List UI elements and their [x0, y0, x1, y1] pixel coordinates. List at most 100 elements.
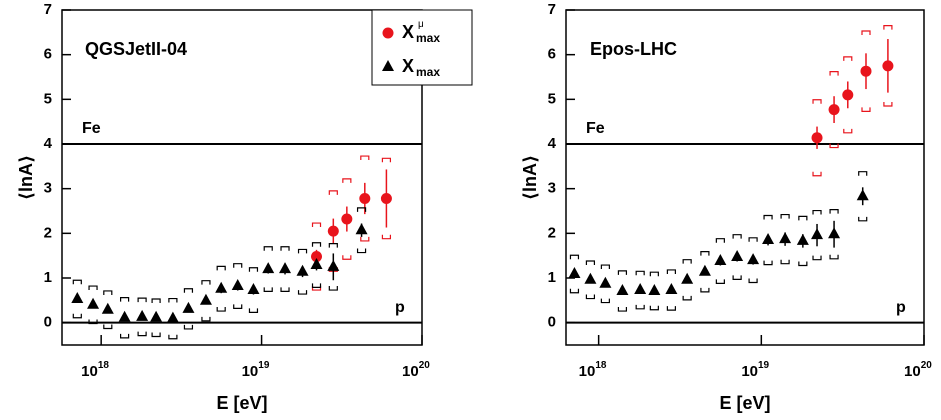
marker — [71, 291, 84, 303]
marker — [327, 225, 339, 237]
marker — [860, 65, 872, 77]
y-tick-label: 0 — [548, 314, 556, 331]
y-tick-label: 6 — [548, 46, 556, 63]
tick-exponent: 19 — [258, 360, 270, 371]
legend-name: X — [402, 22, 414, 42]
sys-bracket — [682, 259, 692, 301]
marker — [681, 272, 694, 284]
panel-label: QGSJetII-04 — [85, 39, 187, 59]
marker — [828, 104, 840, 116]
sys-bracket — [311, 242, 322, 288]
legend-marker — [382, 27, 394, 39]
sys-bracket — [103, 290, 113, 330]
sys-bracket — [569, 254, 580, 294]
sys-bracket — [600, 264, 610, 304]
marker — [310, 258, 323, 270]
sys-bracket — [88, 285, 98, 325]
marker — [616, 283, 629, 295]
sys-bracket — [798, 215, 808, 267]
reference-label: Fe — [82, 120, 101, 137]
sys-bracket — [732, 234, 742, 280]
legend-sup: μ — [418, 19, 424, 30]
marker — [327, 259, 340, 271]
sys-bracket — [763, 214, 773, 266]
x-tick-label: 1020 — [402, 360, 430, 380]
sys-bracket — [356, 207, 367, 254]
y-tick-label: 1 — [548, 269, 556, 286]
marker — [856, 189, 869, 201]
sys-bracket — [812, 209, 822, 261]
sys-bracket — [700, 251, 710, 293]
sys-bracket — [72, 279, 82, 319]
marker — [341, 213, 353, 225]
marker — [648, 283, 661, 295]
y-tick-label: 4 — [44, 135, 53, 152]
marker — [380, 192, 392, 204]
marker — [747, 253, 760, 265]
y-axis-label: ⟨lnA⟩ — [16, 155, 36, 200]
sys-bracket — [585, 260, 596, 300]
sys-bracket — [812, 99, 822, 177]
marker — [231, 279, 244, 291]
marker — [842, 89, 854, 101]
y-tick-label: 6 — [44, 46, 52, 63]
sys-bracket — [829, 209, 839, 260]
reference-label: p — [896, 299, 906, 316]
legend-sub: max — [416, 31, 440, 45]
sys-bracket — [263, 246, 273, 292]
y-tick-label: 3 — [548, 180, 556, 197]
y-tick-label: 1 — [44, 269, 52, 286]
panel-label: Epos-LHC — [590, 39, 677, 59]
sys-bracket — [635, 270, 645, 310]
tick-base: 10 — [741, 363, 758, 380]
y-axis-label: ⟨lnA⟩ — [520, 155, 540, 200]
x-tick-label: 1019 — [741, 360, 769, 380]
marker — [136, 309, 149, 321]
sys-bracket — [780, 213, 790, 265]
x-axis-label: E [eV] — [719, 393, 770, 413]
y-tick-label: 0 — [44, 314, 52, 331]
sys-bracket — [829, 71, 839, 149]
tick-base: 10 — [402, 363, 419, 380]
marker — [796, 233, 809, 245]
marker — [199, 293, 212, 305]
sys-bracket — [168, 297, 178, 340]
sys-bracket — [342, 178, 352, 260]
marker — [118, 310, 131, 322]
marker — [87, 297, 100, 309]
sys-bracket — [617, 270, 628, 312]
marker — [584, 272, 597, 284]
reference-label: Fe — [586, 120, 605, 137]
sys-bracket — [311, 222, 322, 291]
sys-bracket — [883, 25, 893, 107]
x-tick-label: 1018 — [81, 360, 109, 380]
marker — [882, 60, 894, 72]
tick-base: 10 — [242, 363, 259, 380]
y-tick-label: 2 — [548, 224, 556, 241]
x-tick-label: 1020 — [904, 360, 932, 380]
marker — [714, 254, 727, 266]
sys-bracket — [381, 157, 392, 240]
y-tick-label: 3 — [44, 180, 52, 197]
marker — [311, 251, 323, 263]
tick-base: 10 — [81, 363, 98, 380]
marker — [215, 281, 228, 293]
marker — [811, 132, 823, 144]
sys-bracket — [248, 267, 259, 313]
sys-bracket — [216, 265, 226, 312]
tick-base: 10 — [579, 363, 596, 380]
sys-bracket — [151, 298, 161, 338]
y-tick-label: 5 — [44, 90, 52, 107]
tick-exponent: 20 — [921, 360, 933, 371]
marker — [247, 283, 260, 295]
legend-sub: max — [416, 65, 440, 79]
legend-box — [371, 9, 473, 86]
marker — [811, 228, 824, 240]
legend-marker — [382, 60, 394, 71]
sys-bracket — [666, 269, 676, 311]
marker — [296, 264, 309, 276]
